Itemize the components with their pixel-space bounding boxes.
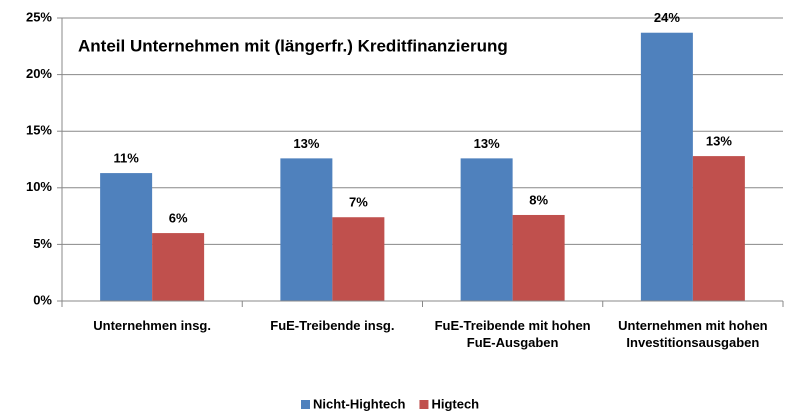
bar — [512, 214, 565, 301]
bar — [692, 156, 745, 301]
data-label: 24% — [654, 10, 680, 25]
legend-label: Higtech — [431, 396, 479, 411]
y-tick-label: 5% — [33, 236, 52, 251]
y-tick-label: 10% — [26, 179, 52, 194]
y-tick-label: 15% — [26, 123, 52, 138]
bar — [640, 32, 693, 301]
bar — [460, 158, 513, 301]
legend-swatch — [301, 400, 310, 409]
legend-label: Nicht-Hightech — [313, 396, 406, 411]
y-tick-label: 25% — [26, 9, 52, 24]
bar — [332, 217, 385, 301]
data-label: 13% — [706, 134, 732, 149]
y-tick-label: 0% — [33, 292, 52, 307]
bar — [280, 158, 333, 301]
x-tick-label: Unternehmen insg. — [93, 318, 211, 333]
legend-swatch — [419, 400, 429, 409]
data-label: 11% — [113, 151, 139, 166]
data-label: 6% — [169, 211, 188, 226]
data-label: 13% — [474, 136, 500, 151]
data-label: 8% — [529, 192, 548, 207]
bar — [152, 233, 205, 301]
data-label: 7% — [349, 195, 368, 210]
bar — [100, 173, 153, 301]
y-tick-label: 20% — [26, 66, 52, 81]
x-tick-label: Unternehmen mit hohen Investitionsausgab… — [618, 318, 768, 350]
chart-title: Anteil Unternehmen mit (längerfr.) Kredi… — [78, 36, 508, 55]
x-tick-label: FuE-Treibende insg. — [270, 318, 395, 333]
data-label: 13% — [293, 136, 319, 151]
x-tick-label: FuE-Treibende mit hohen FuE-Ausgaben — [434, 318, 591, 350]
